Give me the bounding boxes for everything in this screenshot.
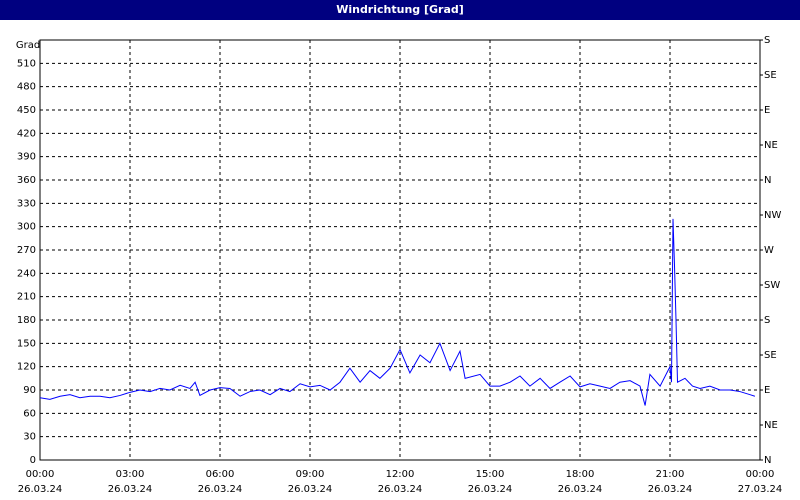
y2-tick-label: N	[764, 175, 771, 186]
x-tick-label: 12:00	[386, 469, 415, 480]
y2-tick-label: SW	[764, 280, 780, 291]
y2-tick-label: S	[764, 315, 770, 326]
x-tick-date: 26.03.24	[18, 484, 63, 495]
x-tick-label: 03:00	[116, 469, 145, 480]
y-tick-label: 150	[17, 338, 36, 349]
x-tick-label: 15:00	[476, 469, 505, 480]
x-tick-date: 26.03.24	[378, 484, 423, 495]
y-tick-label: 30	[23, 432, 36, 443]
y2-tick-label: S	[764, 35, 770, 46]
x-tick-label: 21:00	[656, 469, 685, 480]
x-tick-date: 26.03.24	[468, 484, 513, 495]
x-tick-date: 26.03.24	[198, 484, 243, 495]
x-tick-label: 00:00	[26, 469, 55, 480]
y2-tick-label: W	[764, 245, 774, 256]
x-tick-date: 26.03.24	[108, 484, 153, 495]
x-tick-label: 18:00	[566, 469, 595, 480]
x-tick-date: 26.03.24	[288, 484, 333, 495]
y-tick-label: 180	[17, 315, 36, 326]
y-tick-label: 510	[17, 58, 36, 69]
y-tick-label: 480	[17, 82, 36, 93]
y2-tick-label: NE	[764, 140, 778, 151]
y2-tick-label: SE	[764, 70, 777, 81]
y-tick-label: 360	[17, 175, 36, 186]
y2-tick-label: NW	[764, 210, 781, 221]
y2-tick-label: E	[764, 385, 770, 396]
y2-tick-label: NE	[764, 420, 778, 431]
y-tick-label: 60	[23, 408, 36, 419]
y2-tick-label: N	[764, 455, 771, 466]
x-tick-label: 09:00	[296, 469, 325, 480]
x-tick-label: 06:00	[206, 469, 235, 480]
x-tick-date: 26.03.24	[558, 484, 603, 495]
y-tick-label: 420	[17, 128, 36, 139]
x-tick-date: 26.03.24	[648, 484, 693, 495]
y-tick-label: 390	[17, 152, 36, 163]
y2-tick-label: SE	[764, 350, 777, 361]
x-tick-date: 27.03.24	[738, 484, 783, 495]
y-tick-label: 240	[17, 268, 36, 279]
y2-tick-label: E	[764, 105, 770, 116]
y-tick-label: 330	[17, 198, 36, 209]
y-tick-label: 210	[17, 292, 36, 303]
y-tick-label: 0	[30, 455, 36, 466]
x-tick-label: 00:00	[746, 469, 775, 480]
y-tick-label: 120	[17, 362, 36, 373]
y-tick-label: 270	[17, 245, 36, 256]
y-tick-label: 450	[17, 105, 36, 116]
y-tick-label: 300	[17, 222, 36, 233]
data-line	[39, 218, 756, 406]
y-tick-label: 90	[23, 385, 36, 396]
title-bar	[0, 0, 800, 20]
chart-title: Windrichtung [Grad]	[336, 3, 464, 16]
y-axis-label: Grad	[16, 40, 40, 51]
